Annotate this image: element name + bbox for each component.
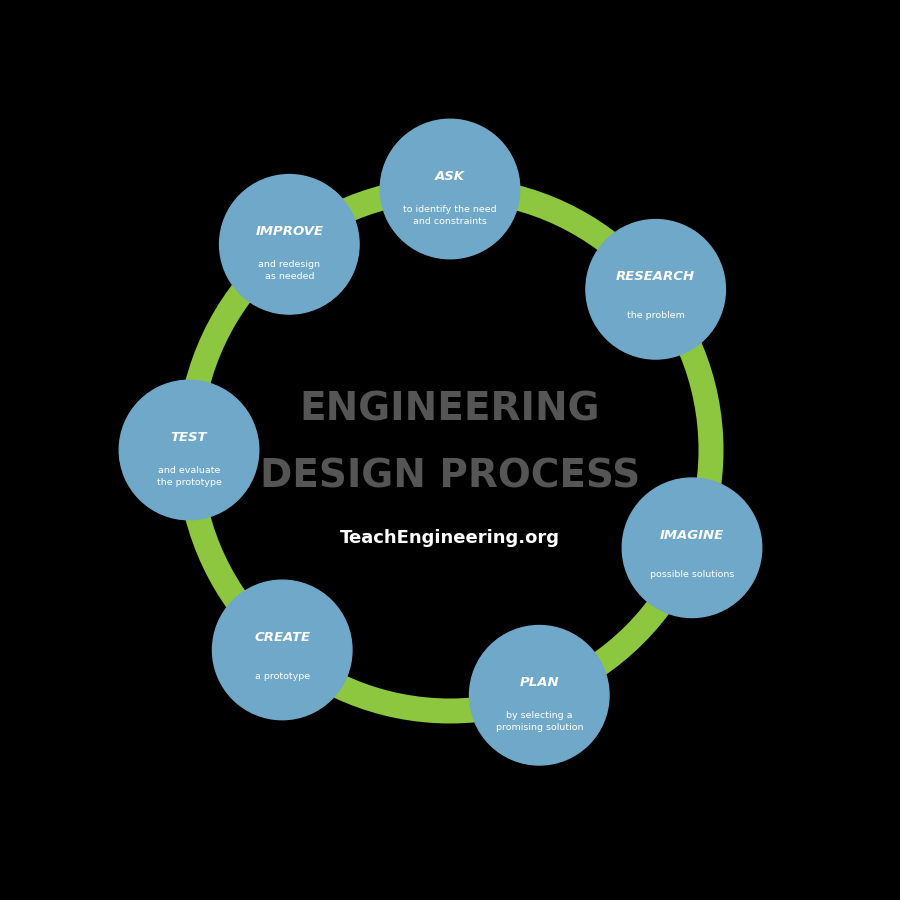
Circle shape	[220, 175, 359, 314]
Text: CREATE: CREATE	[254, 631, 310, 644]
Text: TEST: TEST	[171, 431, 207, 444]
Text: DESIGN PROCESS: DESIGN PROCESS	[260, 458, 640, 496]
Text: the problem: the problem	[626, 311, 685, 320]
Text: and redesign
as needed: and redesign as needed	[258, 260, 320, 281]
Text: and evaluate
the prototype: and evaluate the prototype	[157, 466, 221, 487]
Circle shape	[119, 380, 259, 520]
Circle shape	[470, 626, 609, 765]
Circle shape	[622, 478, 761, 617]
Text: TeachEngineering.org: TeachEngineering.org	[340, 529, 560, 546]
Text: possible solutions: possible solutions	[650, 570, 734, 579]
Circle shape	[586, 220, 725, 359]
Circle shape	[212, 580, 352, 720]
Text: ENGINEERING: ENGINEERING	[300, 391, 600, 428]
Text: IMAGINE: IMAGINE	[660, 528, 724, 542]
Text: RESEARCH: RESEARCH	[616, 270, 695, 284]
Text: IMPROVE: IMPROVE	[256, 225, 323, 238]
Text: to identify the need
and constraints: to identify the need and constraints	[403, 205, 497, 226]
Text: a prototype: a prototype	[255, 672, 310, 681]
Text: by selecting a
promising solution: by selecting a promising solution	[496, 711, 583, 733]
Text: ASK: ASK	[435, 170, 465, 183]
Circle shape	[380, 119, 520, 259]
Text: PLAN: PLAN	[519, 676, 559, 689]
